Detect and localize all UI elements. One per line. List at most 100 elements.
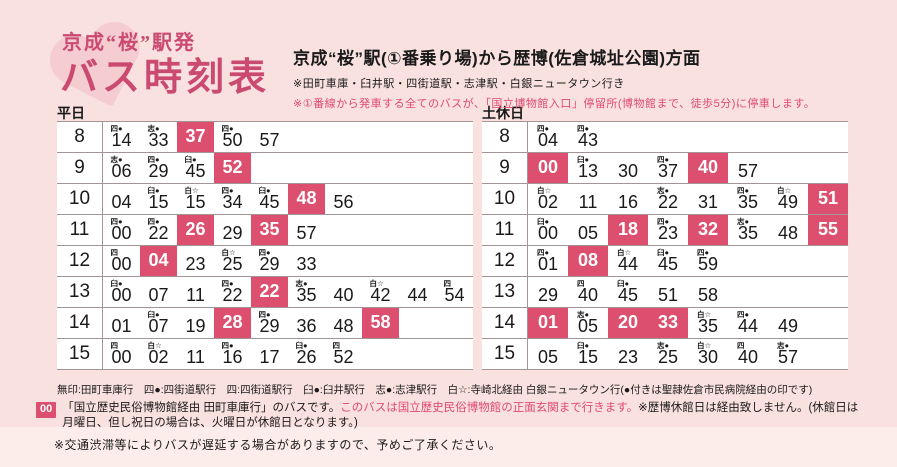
- time-cell-highlighted: 01: [528, 308, 568, 338]
- hour-label: 8: [482, 122, 528, 152]
- time-stack: 白☆ 25: [221, 248, 242, 275]
- minute-value: 37: [185, 126, 206, 146]
- destination-mark: 四●: [576, 124, 590, 133]
- time-stack: 20: [618, 313, 638, 333]
- minute-value: 44: [617, 254, 639, 274]
- time-cell-highlighted: 32: [688, 215, 728, 245]
- minute-value: 15: [148, 192, 169, 212]
- minute-value: 35: [697, 316, 719, 336]
- destination-mark: 四: [332, 341, 340, 350]
- time-stack: 臼● 13: [577, 155, 598, 182]
- minute-value: 07: [148, 316, 169, 336]
- timetable-row: 11 臼● 00 05 18 四● 23 32 志● 35 48 55: [482, 215, 848, 246]
- minute-value: 04: [537, 130, 559, 150]
- destination-mark: 四●: [147, 217, 160, 226]
- minute-value: 02: [537, 192, 559, 212]
- minute-value: 44: [407, 285, 428, 305]
- hour-label: 12: [57, 246, 103, 276]
- minute-value: 16: [617, 192, 639, 212]
- destination-mark: 白☆: [221, 248, 236, 257]
- time-stack: 四 00: [110, 248, 131, 275]
- minute-value: 59: [697, 254, 719, 274]
- minute-value: 57: [296, 223, 317, 243]
- bottom-strip: [0, 427, 897, 467]
- time-stack: 臼● 00: [110, 279, 131, 306]
- time-stack: 四● 22: [147, 217, 168, 244]
- time-cell: 臼● 15: [140, 184, 177, 214]
- time-cell: 臼● 13: [568, 153, 608, 183]
- time-stack: 26: [185, 220, 205, 240]
- time-cell-highlighted: 20: [608, 308, 648, 338]
- time-stack: 56: [333, 193, 353, 213]
- minute-value: 32: [697, 219, 719, 239]
- minute-value: 52: [222, 157, 243, 177]
- time-cell: 四● 00: [103, 215, 140, 245]
- weekday-timetable: 8 四● 14 志● 33 37 四● 50 57 9 志● 06 四● 29 臼● 45 52 10 04 臼● 15…: [57, 121, 473, 370]
- time-cell: 16: [608, 184, 648, 214]
- note-red: このバスは国立歴史民俗博物館の正面玄関まで行きます。: [340, 402, 639, 414]
- time-stack: 04: [111, 193, 131, 213]
- hour-label: 9: [482, 153, 528, 183]
- delay-note: ※交通渋滞等によりバスが遅延する場合がありますので、予めご了承ください。: [54, 438, 502, 452]
- minute-value: 18: [617, 219, 639, 239]
- destination-mark: 臼●: [258, 186, 271, 195]
- time-cell: 36: [288, 308, 325, 338]
- time-cell: 29: [528, 277, 568, 307]
- minute-value: 00: [111, 347, 132, 367]
- minute-value: 02: [148, 347, 169, 367]
- minute-value: 05: [577, 316, 599, 336]
- brand-subtitle: 京成“桜”駅発: [62, 32, 196, 54]
- time-stack: 四● 29: [258, 310, 279, 337]
- time-stack: 白☆ 15: [184, 186, 205, 213]
- time-cell: 志● 35: [288, 277, 325, 307]
- destination-mark: 四●: [258, 248, 271, 257]
- time-cell: 志● 22: [648, 184, 688, 214]
- time-stack: 49: [778, 317, 798, 337]
- destination-mark: 白☆: [369, 279, 384, 288]
- hour-label: 13: [482, 277, 528, 307]
- destination-mark: 白☆: [184, 186, 199, 195]
- minute-value: 45: [657, 254, 679, 274]
- destination-mark: 四●: [736, 186, 750, 195]
- time-cell: 白☆ 44: [608, 246, 648, 276]
- time-cell: 57: [288, 215, 325, 245]
- time-cell: 29: [214, 215, 251, 245]
- route-heading: 京成“桜”駅(①番乗り場)から歴博(佐倉城址公園)方面: [293, 49, 701, 68]
- time-cell: 白☆ 49: [768, 184, 808, 214]
- museum-bus-note-text: 「国立歴史民俗博物館経由 田町車庫行」のバスです。このバスは国立歴史民俗博物館の…: [62, 401, 866, 431]
- destination-mark: 四: [576, 279, 585, 288]
- minute-value: 43: [577, 130, 599, 150]
- minute-value: 49: [777, 316, 799, 336]
- time-cell: 48: [325, 308, 362, 338]
- destination-mark: 志●: [736, 217, 750, 226]
- minute-value: 11: [186, 347, 205, 367]
- minute-value: 58: [370, 312, 391, 332]
- hour-label: 15: [482, 339, 528, 369]
- minute-value: 05: [537, 347, 559, 367]
- time-cell: 05: [528, 339, 568, 369]
- minute-value: 57: [777, 347, 799, 367]
- time-stack: 四● 22: [221, 279, 242, 306]
- note-black-2: ※歴博休館日は経由致しません。(休館日は月曜日、但し祝日の場合は、火曜日が休館日…: [62, 402, 859, 429]
- minute-value: 58: [697, 285, 719, 305]
- time-cell: 四 00: [103, 339, 140, 369]
- time-cell: 白☆ 42: [362, 277, 399, 307]
- time-stack: 05: [578, 224, 598, 244]
- minute-value: 29: [222, 223, 243, 243]
- time-cell: 11: [177, 277, 214, 307]
- time-stack: 四● 04: [537, 124, 559, 151]
- holiday-label: 土休日: [482, 105, 524, 121]
- time-stack: 志● 35: [295, 279, 316, 306]
- timetable-row: 13 29 四 40 臼● 45 51 58: [482, 277, 848, 308]
- time-stack: 48: [333, 317, 353, 337]
- hour-label: 11: [57, 215, 103, 245]
- time-cell: 四● 04: [528, 122, 568, 152]
- destination-mark: 臼●: [184, 155, 197, 164]
- destination-mark: 白☆: [536, 186, 552, 195]
- destination-mark: 臼●: [536, 217, 550, 226]
- time-stack: 17: [259, 348, 279, 368]
- time-cell: 臼● 45: [608, 277, 648, 307]
- time-cell: 臼● 00: [103, 277, 140, 307]
- minute-value: 25: [657, 347, 679, 367]
- time-stack: 四● 29: [258, 248, 279, 275]
